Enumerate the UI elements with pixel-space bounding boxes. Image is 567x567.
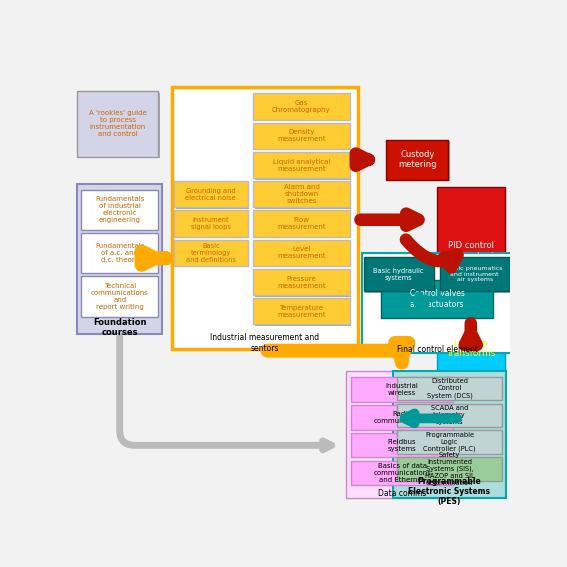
Text: Fundamentals
of industrial
electronic
engineering: Fundamentals of industrial electronic en… — [95, 196, 145, 223]
FancyBboxPatch shape — [438, 328, 506, 372]
FancyBboxPatch shape — [352, 460, 453, 485]
FancyBboxPatch shape — [255, 95, 352, 121]
FancyBboxPatch shape — [386, 139, 448, 180]
Text: PID control
and loop tuning: PID control and loop tuning — [438, 241, 504, 261]
Text: Foundation
courses: Foundation courses — [93, 318, 146, 337]
FancyBboxPatch shape — [438, 189, 506, 316]
FancyBboxPatch shape — [362, 253, 513, 353]
Text: Basics of data
communications
and Ethernet: Basics of data communications and Ethern… — [373, 463, 431, 483]
Text: Custody
metering: Custody metering — [398, 150, 437, 170]
Text: Basic pneumatics
and instrument
air systems: Basic pneumatics and instrument air syst… — [447, 266, 502, 282]
FancyBboxPatch shape — [441, 258, 511, 293]
FancyBboxPatch shape — [364, 257, 434, 291]
Text: Gas
Chromatography: Gas Chromatography — [272, 100, 331, 113]
FancyBboxPatch shape — [440, 257, 510, 291]
FancyBboxPatch shape — [81, 277, 158, 317]
FancyBboxPatch shape — [346, 371, 458, 498]
Text: Density
measurement: Density measurement — [277, 129, 326, 142]
Text: Control valves
and actuators: Control valves and actuators — [409, 289, 464, 309]
FancyBboxPatch shape — [253, 210, 350, 236]
FancyBboxPatch shape — [352, 433, 453, 458]
Text: Flow
measurement: Flow measurement — [277, 217, 326, 230]
Text: SCADA and
telemetry
systems: SCADA and telemetry systems — [431, 405, 468, 425]
Text: Programmable
Logic
Controller (PLC): Programmable Logic Controller (PLC) — [423, 432, 476, 452]
Text: Basic hydraulic
systems: Basic hydraulic systems — [374, 268, 424, 281]
FancyBboxPatch shape — [253, 122, 350, 149]
FancyBboxPatch shape — [174, 240, 248, 266]
Text: Radio
communications: Radio communications — [373, 411, 431, 424]
FancyBboxPatch shape — [255, 300, 352, 326]
FancyBboxPatch shape — [77, 91, 158, 156]
FancyBboxPatch shape — [397, 457, 502, 481]
FancyBboxPatch shape — [255, 270, 352, 297]
Text: Fundamentals
of a.c. and
d.c. theory: Fundamentals of a.c. and d.c. theory — [95, 243, 145, 263]
FancyBboxPatch shape — [392, 371, 506, 498]
FancyBboxPatch shape — [253, 94, 350, 120]
Text: Alarm and
shutdown
switches: Alarm and shutdown switches — [284, 184, 319, 204]
Text: Laplace
Transforms: Laplace Transforms — [446, 338, 496, 358]
FancyBboxPatch shape — [253, 240, 350, 266]
FancyBboxPatch shape — [174, 181, 248, 208]
FancyBboxPatch shape — [253, 269, 350, 295]
FancyBboxPatch shape — [176, 212, 249, 238]
FancyBboxPatch shape — [172, 87, 358, 349]
FancyBboxPatch shape — [437, 187, 505, 315]
Text: Distributed
Control
System (DCS): Distributed Control System (DCS) — [426, 378, 472, 399]
FancyBboxPatch shape — [397, 404, 502, 428]
FancyBboxPatch shape — [77, 184, 162, 334]
FancyBboxPatch shape — [381, 280, 493, 318]
FancyBboxPatch shape — [79, 92, 160, 158]
FancyBboxPatch shape — [397, 377, 502, 400]
FancyBboxPatch shape — [255, 183, 352, 209]
FancyBboxPatch shape — [352, 405, 453, 430]
FancyBboxPatch shape — [255, 242, 352, 268]
FancyBboxPatch shape — [176, 242, 249, 268]
FancyBboxPatch shape — [352, 377, 453, 401]
FancyBboxPatch shape — [437, 326, 505, 371]
Text: Programmable
Electronic Systems
(PES): Programmable Electronic Systems (PES) — [408, 477, 490, 506]
Text: Industrial
wireless: Industrial wireless — [386, 383, 418, 396]
Text: A 'rookies' guide
to process
instrumentation
and control: A 'rookies' guide to process instrumenta… — [89, 111, 147, 137]
FancyBboxPatch shape — [255, 124, 352, 150]
Text: Final control element: Final control element — [396, 345, 477, 354]
FancyBboxPatch shape — [253, 152, 350, 178]
Text: Safety
Instrumented
Systems (SIS),
HAZOP and SIL
determination: Safety Instrumented Systems (SIS), HAZOP… — [425, 452, 474, 486]
Text: Data comms: Data comms — [378, 489, 426, 498]
FancyBboxPatch shape — [174, 210, 248, 236]
FancyBboxPatch shape — [253, 181, 350, 208]
FancyBboxPatch shape — [176, 183, 249, 209]
Text: Technical
communications
and
report writing: Technical communications and report writ… — [91, 283, 149, 310]
FancyBboxPatch shape — [255, 212, 352, 238]
Text: Industrial measurement and
sentors: Industrial measurement and sentors — [210, 333, 319, 353]
FancyBboxPatch shape — [365, 258, 435, 293]
FancyBboxPatch shape — [388, 141, 450, 181]
Text: Grounding and
electrical noise: Grounding and electrical noise — [185, 188, 236, 201]
Text: Liquid analytical
measurement: Liquid analytical measurement — [273, 159, 330, 172]
Text: Instrument
signal loops: Instrument signal loops — [191, 217, 231, 230]
FancyBboxPatch shape — [81, 233, 158, 273]
FancyBboxPatch shape — [397, 430, 502, 454]
Text: Basic
terminology
and definitions: Basic terminology and definitions — [186, 243, 236, 263]
FancyBboxPatch shape — [255, 154, 352, 180]
FancyBboxPatch shape — [81, 190, 158, 230]
Text: Temperature
measurement: Temperature measurement — [277, 305, 326, 318]
Text: Fieldbus
systems: Fieldbus systems — [388, 438, 417, 451]
Text: Level
measurement: Level measurement — [277, 246, 326, 259]
Text: Pressure
measurement: Pressure measurement — [277, 276, 326, 289]
FancyBboxPatch shape — [253, 298, 350, 324]
